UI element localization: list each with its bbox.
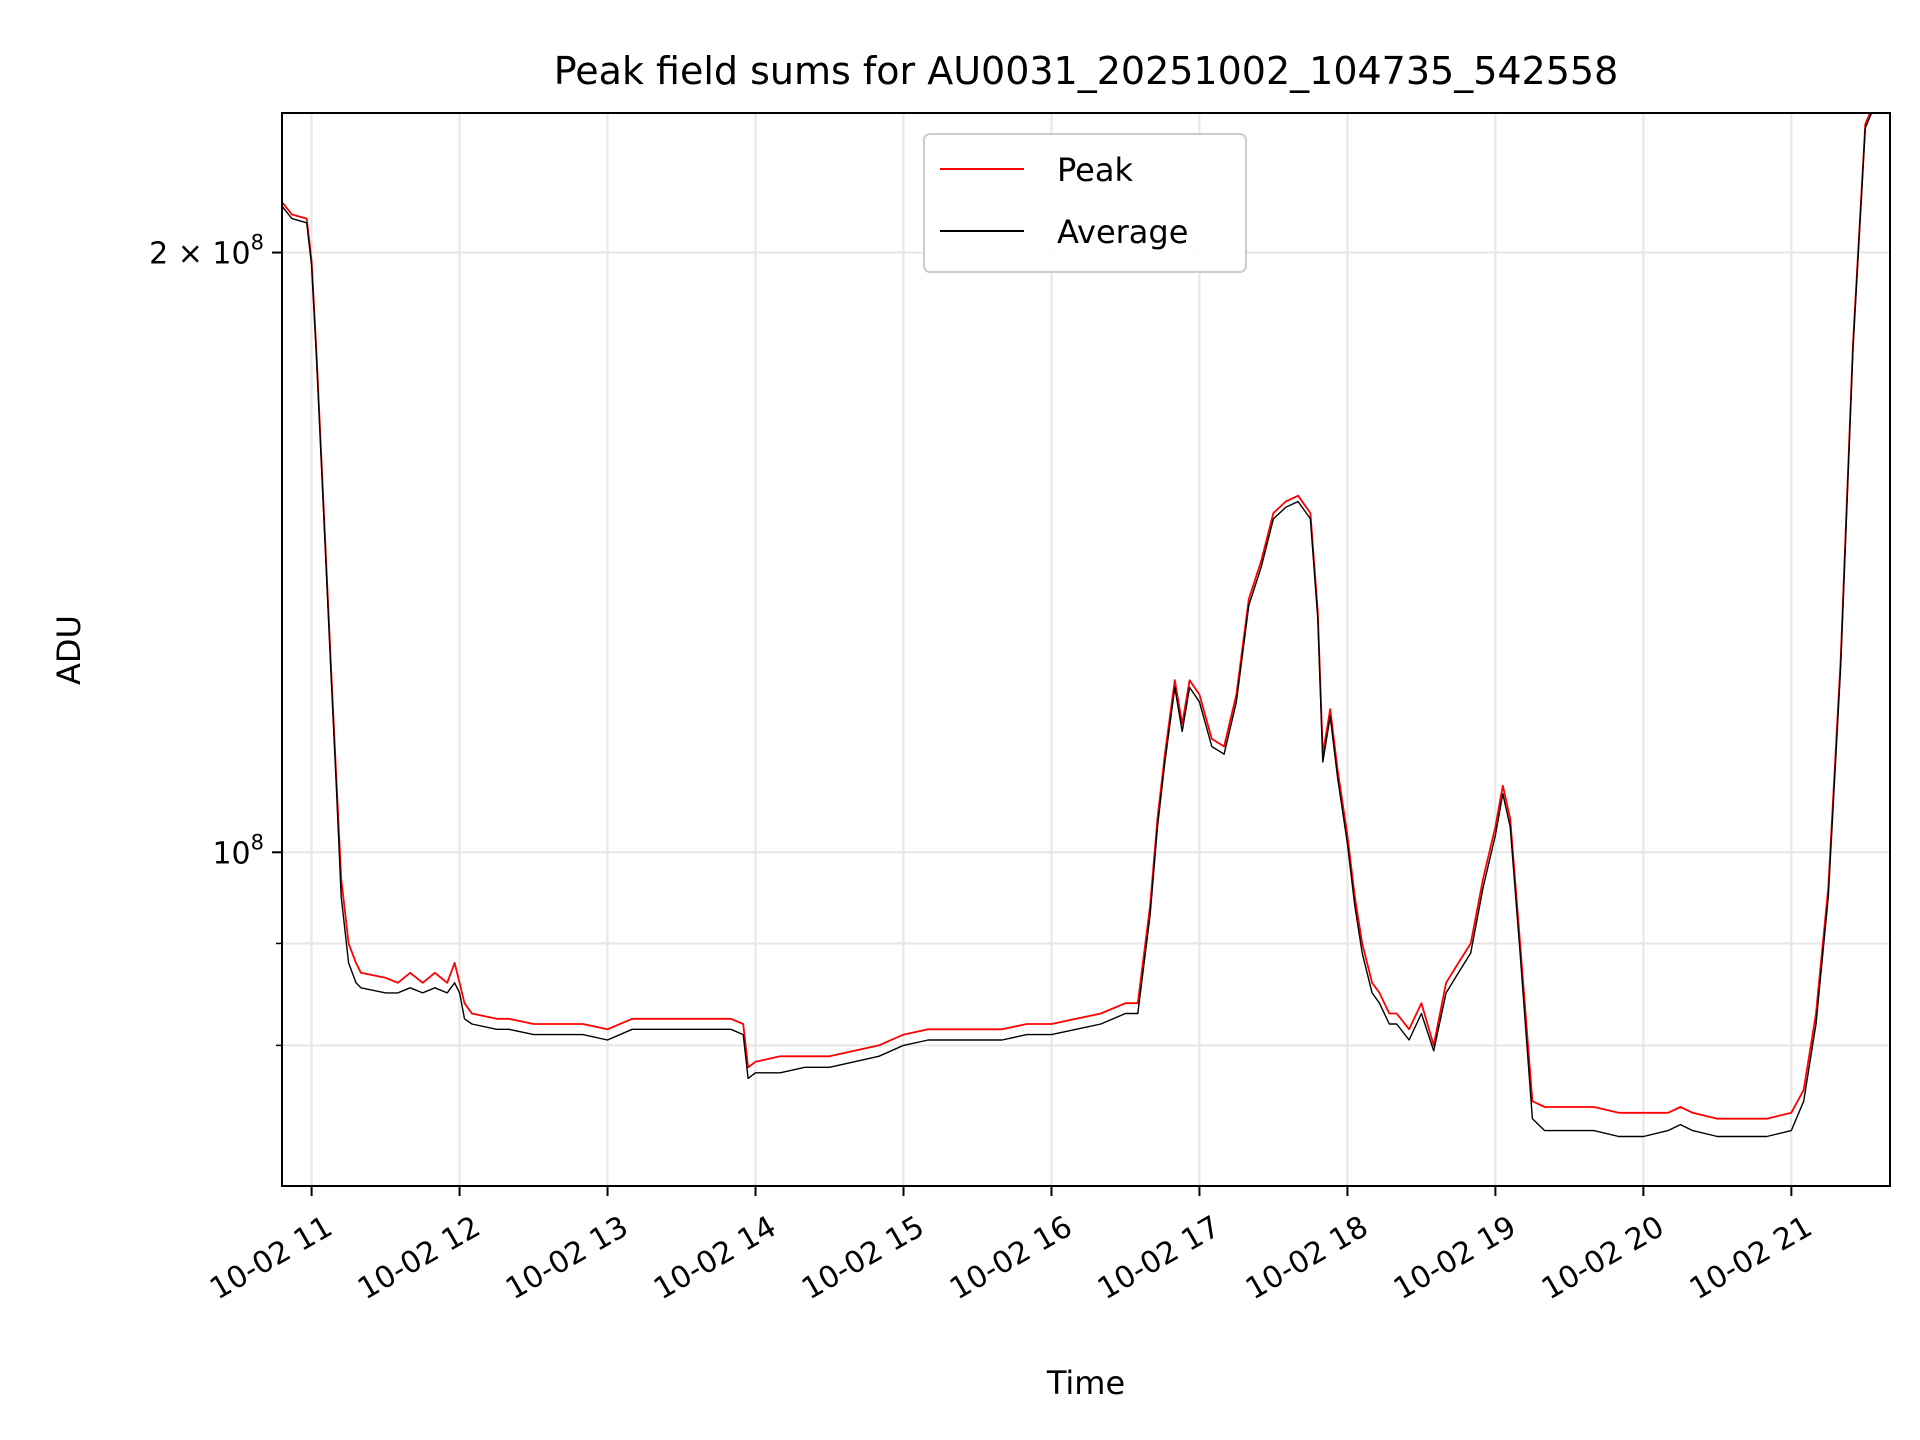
y-axis-ticks: 108 2 × 108 bbox=[149, 231, 282, 1047]
legend-label-average: Average bbox=[1057, 213, 1188, 251]
chart-title: Peak field sums for AU0031_20251002_1047… bbox=[554, 49, 1619, 93]
series-line-average bbox=[282, 113, 1873, 1138]
legend-label-peak: Peak bbox=[1057, 151, 1133, 189]
grid-lines bbox=[282, 113, 1890, 1186]
y-tick-label: 2 × 108 bbox=[149, 231, 264, 272]
plot-frame bbox=[281, 112, 1891, 1187]
series-group bbox=[282, 113, 1873, 1138]
legend: Peak Average bbox=[923, 133, 1247, 273]
x-axis-label: Time bbox=[1046, 1364, 1125, 1402]
series-line-peak bbox=[282, 113, 1871, 1120]
y-axis-label: ADU bbox=[50, 615, 88, 685]
y-tick-label: 108 bbox=[212, 830, 264, 871]
